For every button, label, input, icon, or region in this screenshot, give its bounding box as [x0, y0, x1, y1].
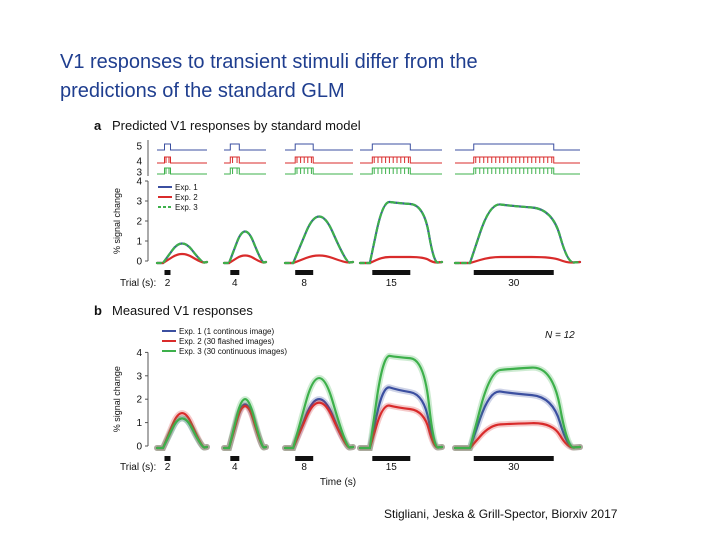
y-tick-label: 0: [136, 257, 142, 268]
legend-label: Exp. 3 (30 continuous images): [179, 347, 287, 356]
slide-title: V1 responses to transient stimuli differ…: [60, 48, 660, 106]
series-line-exp-1: [358, 200, 444, 265]
panel-title: Predicted V1 responses by standard model: [112, 118, 361, 133]
trial-bar: [230, 270, 240, 275]
trial-label: Trial (s):: [120, 462, 156, 473]
trial-duration-label: 30: [508, 462, 520, 473]
raster-trace: [224, 167, 266, 175]
raster-trace: [285, 167, 353, 175]
panel-title: Measured V1 responses: [112, 303, 253, 318]
raster-trace: [285, 156, 353, 164]
legend-label: Exp. 2: [175, 193, 198, 202]
series-line-exp-3: [155, 417, 209, 450]
series-line-exp-3: [358, 200, 444, 265]
series-line-exp-3: [283, 377, 355, 450]
x-axis-label: Time (s): [320, 477, 356, 488]
raster-tick-label: 3: [136, 168, 142, 179]
y-tick-label: 3: [136, 371, 142, 382]
raster-trace: [224, 143, 266, 151]
raster-trace: [285, 143, 353, 151]
series-line-exp-2: [453, 255, 582, 265]
raster-trace: [157, 143, 207, 151]
raster-trace: [157, 167, 207, 175]
series-line-exp-3: [453, 366, 582, 450]
trial-bar: [164, 456, 171, 461]
trial-bar: [230, 456, 240, 461]
legend-label: Exp. 3: [175, 203, 198, 212]
trial-duration-label: 4: [232, 278, 238, 289]
panel-b: b Measured V1 responses 0 1 2 3 4 % signal chan…: [94, 303, 583, 488]
trial-duration-label: 2: [165, 462, 171, 473]
y-tick-label: 3: [136, 197, 142, 208]
trial-bar: [372, 270, 411, 275]
y-axis-label: % signal change: [112, 188, 122, 254]
raster-trace: [360, 167, 442, 175]
y-tick-label: 4: [136, 348, 142, 359]
raster-trace: [360, 156, 442, 164]
series-line-exp-2: [358, 255, 444, 265]
y-tick-label: 2: [136, 395, 142, 406]
trial-bar: [372, 456, 411, 461]
series-line-exp-3: [222, 398, 268, 450]
raster-trace: [360, 143, 442, 151]
raster-trace: [455, 167, 580, 175]
panel-letter: b: [94, 303, 102, 318]
n-annotation: N = 12: [545, 330, 575, 341]
trial-label: Trial (s):: [120, 278, 156, 289]
series-line-exp-3: [155, 242, 209, 265]
y-axis-label: % signal change: [112, 366, 122, 432]
y-tick-label: 1: [136, 418, 142, 429]
slide-title-line-1: V1 responses to transient stimuli differ…: [60, 51, 478, 73]
series-line-exp-3: [358, 354, 444, 450]
raster-trace: [157, 156, 207, 164]
series-line-exp-3: [222, 230, 268, 265]
trial-duration-label: 30: [508, 278, 520, 289]
trial-duration-label: 15: [386, 278, 398, 289]
raster-tick-label: 4: [136, 157, 142, 168]
raster-tick-label: 5: [136, 142, 142, 153]
trial-duration-label: 8: [301, 278, 307, 289]
panel-a: a Predicted V1 responses by standard mode…: [94, 118, 582, 289]
legend-label: Exp. 1: [175, 183, 198, 192]
series-line-exp-3: [453, 203, 582, 265]
legend-label: Exp. 2 (30 flashed images): [179, 337, 274, 346]
trial-bar: [473, 270, 554, 275]
trial-bar: [473, 456, 554, 461]
legend-label: Exp. 1 (1 continous image): [179, 327, 274, 336]
slide-title-line-2: predictions of the standard GLM: [60, 80, 345, 102]
y-tick-label: 1: [136, 237, 142, 248]
panel-letter: a: [94, 118, 102, 133]
series-line-exp-3: [283, 215, 355, 265]
raster-trace: [455, 143, 580, 151]
raster-trace: [455, 156, 580, 164]
trial-duration-label: 8: [301, 462, 307, 473]
y-tick-label: 2: [136, 217, 142, 228]
citation: Stigliani, Jeska & Grill-Spector, Biorxi…: [384, 507, 618, 521]
y-tick-label: 0: [136, 442, 142, 453]
trial-duration-label: 4: [232, 462, 238, 473]
trial-bar: [295, 456, 314, 461]
trial-duration-label: 15: [386, 462, 398, 473]
trial-duration-label: 2: [165, 278, 171, 289]
y-tick-label: 4: [136, 177, 142, 188]
trial-bar: [295, 270, 314, 275]
raster-trace: [224, 156, 266, 164]
trial-bar: [164, 270, 171, 275]
